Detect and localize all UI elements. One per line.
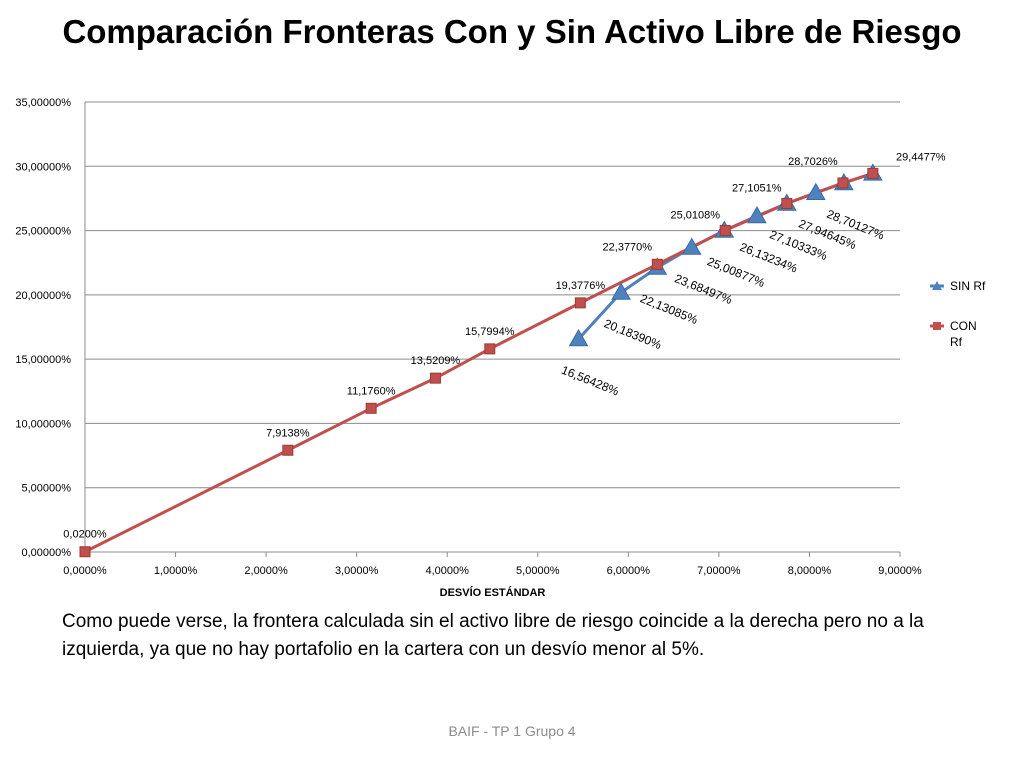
con-rf-point [429, 372, 441, 384]
sin-rf-point [747, 206, 767, 224]
x-tick-label: 7,0000% [697, 565, 741, 577]
sin-rf-data-label: 16,56428% [559, 363, 621, 399]
sin-rf-point [805, 182, 826, 200]
legend-label-con-rf: CON Rf [950, 319, 977, 349]
x-tick-label: 9,0000% [878, 565, 922, 577]
x-tick-labels: 0,0000% 1,0000% 2,0000% 3,0000% 4,0000% 5,000… [63, 565, 922, 577]
y-tick-label: 20,00000% [15, 290, 71, 302]
con-rf-point [574, 297, 586, 309]
caption-text: Como puede verse, la frontera calculada … [62, 611, 924, 660]
sin-rf-data-label: 23,68497% [673, 271, 735, 307]
x-axis-title: DESVÍO ESTÁNDAR [440, 586, 546, 599]
y-tick-labels: 0,00000% 5,00000% 10,00000% 15,00000% 20,000… [15, 97, 71, 559]
con-rf-data-label: 11,1760% [347, 385, 396, 397]
data-labels: 0,0200% 7,9138% 11,1760% 13,5209% 15,7994% 19… [63, 151, 946, 540]
x-tick-label: 8,0000% [788, 565, 832, 577]
y-tick-label: 5,00000% [21, 483, 71, 495]
sin-rf-point [568, 329, 589, 347]
series-layer [79, 163, 883, 558]
con-rf-point [79, 546, 91, 558]
con-rf-data-label: 19,3776% [556, 280, 606, 292]
grid-lines [85, 101, 900, 489]
con-rf-point [282, 444, 294, 456]
legend: SIN Rf CON Rf [930, 279, 986, 349]
con-rf-point [484, 343, 496, 355]
footer-text: BAIF - TP 1 Grupo 4 [448, 723, 576, 739]
sin-rf-data-label: 22,13085% [638, 291, 700, 327]
legend-square-icon [933, 322, 941, 330]
con-rf-point [651, 258, 663, 270]
x-tick-label: 0,0000% [63, 565, 107, 577]
sin-rf-point [611, 282, 631, 300]
con-rf-data-label: 25,0108% [670, 209, 720, 221]
con-rf-data-label: 22,3770% [603, 241, 653, 253]
con-rf-point [837, 177, 849, 189]
legend-label-sin-rf: SIN Rf [950, 279, 986, 293]
x-tick-label: 6,0000% [607, 565, 651, 577]
x-tick-label: 5,0000% [516, 565, 560, 577]
legend-triangle-icon [932, 281, 942, 290]
con-rf-point [365, 402, 377, 414]
sin-rf-point [681, 237, 702, 255]
con-rf-data-label: 29,4477% [896, 151, 946, 163]
y-tick-label: 15,00000% [15, 354, 71, 366]
y-tick-label: 10,00000% [15, 418, 71, 430]
y-tick-label: 35,00000% [15, 97, 71, 109]
chart-area: 0,00000% 5,00000% 10,00000% 15,00000% 20,000… [15, 97, 986, 599]
y-tick-label: 30,00000% [15, 161, 71, 173]
con-rf-data-label: 28,7026% [788, 156, 838, 168]
x-tick-label: 1,0000% [154, 565, 198, 577]
x-tick-label: 4,0000% [426, 565, 470, 577]
series-line-sin-rf [577, 171, 874, 341]
con-rf-data-label: 0,0200% [63, 529, 107, 541]
x-tick-label: 2,0000% [244, 565, 288, 577]
con-rf-point [781, 198, 793, 210]
sin-rf-data-label: 20,18390% [602, 316, 664, 352]
con-rf-data-label: 13,5209% [411, 355, 461, 367]
con-rf-point [719, 224, 731, 236]
con-rf-point [867, 167, 879, 179]
x-tick-label: 3,0000% [335, 565, 379, 577]
chart-title: Comparación Fronteras Con y Sin Activo L… [62, 13, 962, 50]
con-rf-data-label: 7,9138% [266, 427, 310, 439]
con-rf-data-label: 15,7994% [465, 326, 515, 338]
con-rf-data-label: 27,1051% [732, 183, 782, 195]
y-tick-label: 0,00000% [21, 547, 71, 559]
y-tick-label: 25,00000% [15, 226, 71, 238]
